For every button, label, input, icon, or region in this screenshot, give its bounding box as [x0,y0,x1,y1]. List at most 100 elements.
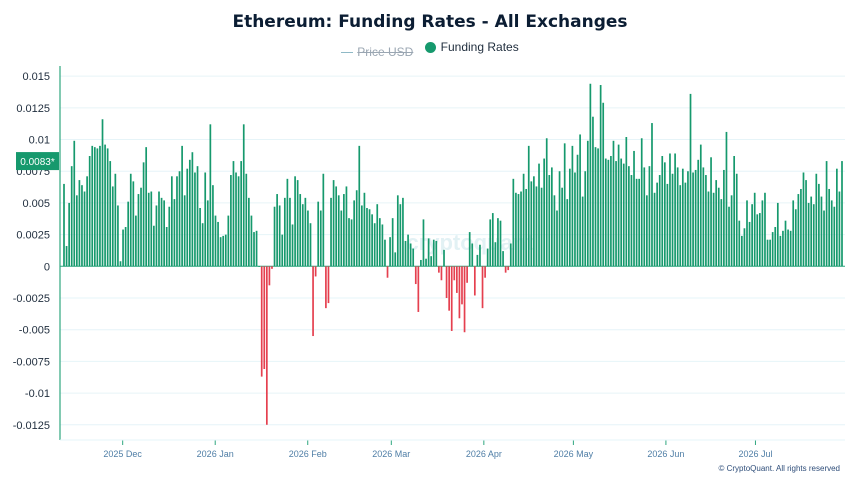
x-tick-label: 2025 Dec [103,449,142,459]
funding-rate-bar [830,200,833,267]
funding-rate-bar [720,199,723,267]
funding-rate-bar [188,159,191,267]
funding-rate-bar [499,220,502,267]
funding-rate-bar [558,171,561,267]
funding-rate-bar [196,166,199,267]
funding-rate-bar [389,237,391,267]
funding-rate-bar [368,209,371,267]
x-tick-label: 2026 May [554,449,594,459]
funding-rate-bar [728,206,730,267]
funding-rate-bar [358,145,361,267]
funding-rate-bar [235,172,237,267]
funding-rate-bar [548,175,551,267]
funding-rate-bar [669,153,671,267]
legend-item-price-usd[interactable]: Price USD [341,45,413,59]
funding-rate-bar [818,183,820,267]
funding-rate-bar [314,266,317,277]
funding-rate-bar [312,266,314,337]
funding-rate-bar [345,186,348,267]
funding-rate-bar [646,195,648,267]
funding-rate-bar [402,197,404,267]
funding-rate-bar [165,227,168,267]
funding-rate-bar [604,158,607,267]
funding-rate-bar [725,131,728,267]
funding-rate-bar [281,234,284,267]
y-tick-label: 0.015 [22,71,50,83]
funding-rate-bar [214,215,217,267]
x-tick-label: 2026 Jun [647,449,684,459]
funding-rate-bar [132,181,135,267]
funding-rate-bar [681,168,684,267]
funding-rate-bar [497,218,499,267]
funding-rate-bar [420,259,422,267]
funding-rate-bar [104,144,106,267]
funding-rate-bar [124,227,127,267]
funding-rate-bar [707,191,710,267]
legend-item-funding-rates[interactable]: Funding Rates [424,40,519,54]
funding-rate-bar [373,223,376,267]
y-tick-label: -0.0125 [13,420,50,432]
funding-rate-bar [153,225,155,267]
funding-rate-bar [705,175,707,267]
funding-rate-bar [253,232,255,267]
funding-rate-bar [160,197,163,267]
funding-rate-bar [296,180,299,267]
funding-rate-bar [260,266,263,377]
funding-rate-bar [217,221,219,267]
funding-rate-bar [178,171,181,267]
funding-rate-bar [117,205,119,267]
funding-rate-bar [453,266,456,281]
funding-rate-bar [571,145,574,267]
funding-rate-bar [771,232,774,267]
funding-rate-bar [633,150,635,267]
bars [63,83,843,425]
funding-rate-bar [758,213,761,267]
funding-rate-bar [517,194,520,267]
funding-rate-bar [340,210,343,267]
y-tick-label: 0.0025 [16,230,50,242]
funding-rate-bar [283,197,286,267]
funding-rate-bar [240,161,243,267]
funding-rate-bar [663,162,666,267]
y-tick-label: -0.01 [25,388,50,400]
funding-rate-bar [689,93,692,267]
funding-rate-bar [684,182,687,267]
funding-rate-bar [129,173,132,267]
funding-rate-bar [648,166,651,267]
funding-rate-bar [183,195,186,267]
funding-rate-bar [307,210,309,267]
funding-rate-bar [805,180,807,267]
funding-rate-bar [301,204,304,267]
funding-rate-bar [782,230,784,267]
funding-rate-bar [658,175,661,267]
legend: Price USD Funding Rates [0,40,860,59]
funding-rate-bar [78,180,81,267]
funding-rate-bar [445,266,448,298]
funding-rate-bar [551,167,553,267]
funding-rate-bar [610,156,612,267]
funding-rate-bar [628,166,630,267]
funding-rate-bar [774,227,777,267]
funding-rate-bar [792,200,795,267]
funding-rate-bar [815,173,818,267]
funding-rate-bar [530,181,533,267]
funding-rate-bar [784,220,787,267]
y-tick-label: 0 [44,261,50,273]
funding-rate-bar [463,266,466,333]
funding-rate-bar [378,218,381,267]
funding-rate-bar [63,183,65,267]
funding-rate-bar [361,205,363,267]
y-tick-label: 0.0125 [16,103,50,115]
funding-rate-bar [473,266,476,296]
funding-rate-bar [438,266,440,273]
funding-rate-bar [458,266,461,319]
funding-rate-bar [265,266,268,425]
funding-rate-bar [212,185,214,267]
funding-rate-bar [237,176,240,267]
funding-rate-bar [170,176,173,267]
funding-rate-bar [825,161,828,267]
funding-rate-bar [674,153,676,267]
funding-rate-bar [199,207,201,267]
funding-rate-bar [230,175,232,267]
